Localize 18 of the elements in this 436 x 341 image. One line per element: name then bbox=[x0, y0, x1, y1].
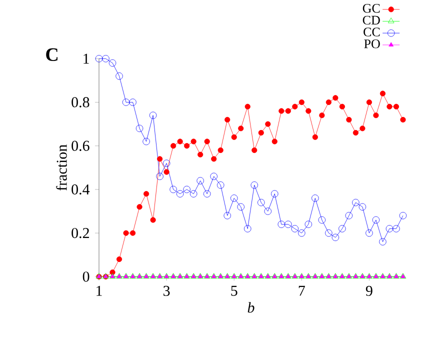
y-tick-label: 0.4 bbox=[72, 184, 90, 195]
chart-title: C bbox=[46, 48, 58, 62]
y-tick-label: 0 bbox=[82, 272, 90, 282]
y-tick-label: 0.2 bbox=[72, 228, 89, 238]
y-tick-label: 0.6 bbox=[72, 140, 90, 152]
x-axis-title: b bbox=[248, 302, 254, 313]
x-tick-label: 1 bbox=[96, 286, 102, 296]
legend-label: CD bbox=[362, 16, 380, 25]
x-tick-label: 5 bbox=[231, 286, 238, 296]
x-tick-label: 3 bbox=[164, 286, 170, 296]
y-tick-label: 1 bbox=[84, 54, 89, 64]
x-tick-label: 9 bbox=[366, 286, 372, 296]
legend-label: GC bbox=[362, 4, 380, 13]
y-axis-title: fraction bbox=[56, 144, 67, 191]
legend-label: CC bbox=[364, 28, 380, 37]
legend-label: PO bbox=[364, 40, 380, 48]
y-tick-label: 0.8 bbox=[72, 97, 90, 108]
x-tick-label: 7 bbox=[298, 286, 305, 296]
